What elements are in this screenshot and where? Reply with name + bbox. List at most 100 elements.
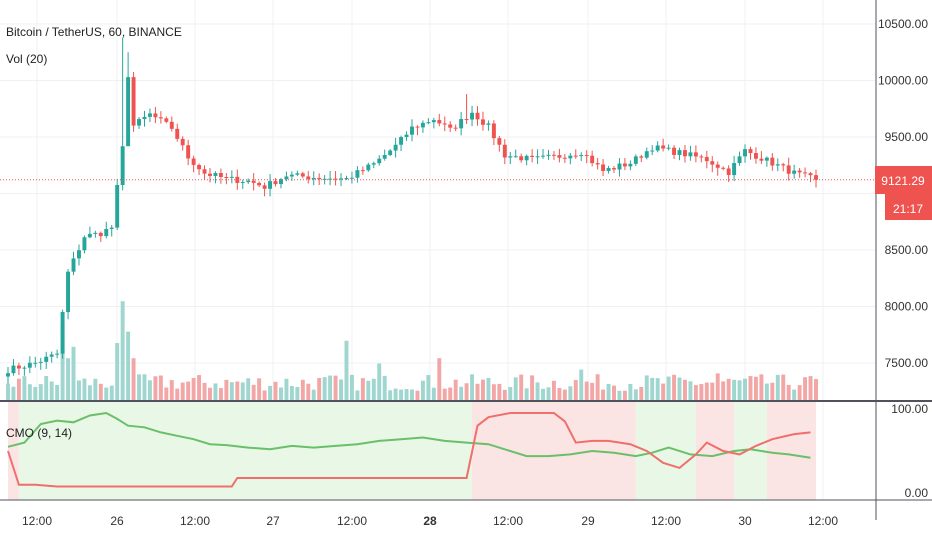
volume-bar-137 (753, 376, 758, 400)
candle-body-49 (273, 181, 278, 185)
cmo-zone-6 (766, 402, 816, 500)
candle-body-13 (77, 250, 81, 259)
volume-bar-2 (16, 378, 21, 400)
volume-bar-130 (715, 373, 720, 400)
price-tick-label-1: 8000.00 (885, 300, 929, 314)
candle-body-132 (726, 168, 731, 176)
time-tick-label-1: 26 (110, 514, 124, 528)
volume-bar-125 (688, 381, 693, 400)
volume-bar-120 (661, 383, 666, 400)
candle-body-105 (579, 155, 584, 157)
volume-bar-53 (295, 386, 300, 400)
volume-bar-62 (344, 340, 349, 400)
candle-body-37 (208, 173, 212, 176)
volume-bar-60 (333, 375, 338, 400)
volume-bar-67 (371, 378, 376, 400)
candle-body-122 (672, 147, 677, 155)
volume-bar-34 (191, 377, 196, 400)
candle-body-129 (710, 161, 715, 165)
candle-body-11 (66, 271, 71, 313)
volume-bar-108 (595, 374, 600, 400)
candle-body-33 (186, 145, 191, 159)
candle-body-7 (44, 356, 49, 362)
price-tick-label-2: 8500.00 (885, 243, 929, 257)
volume-bar-36 (202, 382, 207, 400)
candle-body-64 (355, 170, 360, 178)
volume-bar-44 (246, 378, 251, 400)
volume-bar-52 (289, 386, 294, 400)
candle-body-115 (633, 156, 638, 164)
volume-bar-118 (650, 377, 655, 400)
volume-bar-50 (279, 387, 283, 400)
candle-body-12 (71, 258, 76, 272)
candle-body-124 (683, 150, 687, 157)
candle-body-53 (295, 173, 300, 175)
candle-body-45 (251, 180, 256, 183)
volume-bar-37 (208, 387, 212, 400)
candle-body-102 (562, 157, 567, 159)
legend-cmo[interactable]: CMO (9, 14) (6, 426, 72, 440)
volume-bar-51 (284, 378, 289, 400)
candle-body-92 (508, 156, 513, 158)
countdown-badge-value: 21:17 (893, 202, 923, 216)
grid-lines (0, 0, 876, 500)
candle-body-54 (300, 173, 305, 177)
volume-bar-6 (38, 384, 43, 400)
volume-bar-78 (431, 387, 436, 400)
volume-bar-105 (579, 369, 584, 400)
price-badge-value: 9121.29 (881, 174, 925, 188)
volume-bar-1 (11, 386, 16, 400)
candle-body-142 (781, 164, 786, 166)
volume-bar-28 (158, 375, 163, 400)
volume-bar-18 (104, 387, 109, 400)
candle-body-55 (306, 176, 311, 180)
volume-bar-134 (737, 380, 742, 400)
volume-bar-110 (606, 383, 611, 400)
candle-body-145 (797, 170, 802, 173)
candle-body-5 (33, 362, 38, 364)
volume-bar-86 (475, 383, 480, 400)
candle-body-83 (459, 119, 464, 129)
candle-body-19 (109, 227, 114, 229)
volume-bar-85 (470, 374, 475, 400)
candle-body-113 (622, 163, 627, 167)
cmo-line-red (7, 412, 811, 488)
cmo-zone-0 (8, 402, 19, 500)
volume-bar-16 (93, 378, 98, 400)
candle-body-46 (257, 182, 262, 186)
volume-bar-138 (759, 374, 764, 400)
legend-volume[interactable]: Vol (20) (6, 52, 47, 66)
volume-bar-55 (306, 383, 311, 400)
volume-bar-47 (262, 390, 267, 400)
volume-bar-63 (349, 374, 354, 400)
candle-body-123 (677, 150, 682, 155)
candle-body-80 (442, 123, 447, 125)
candle-body-98 (541, 155, 545, 157)
candle-body-41 (229, 176, 234, 178)
volume-bar-143 (786, 384, 791, 400)
candle-body-143 (786, 165, 791, 174)
volume-bar-49 (273, 381, 278, 400)
candle-body-38 (213, 173, 218, 176)
volume-bar-129 (710, 382, 715, 400)
candle-body-69 (382, 154, 387, 159)
volume-bar-46 (257, 378, 262, 400)
volume-bar-83 (459, 386, 464, 400)
legend-symbol[interactable]: Bitcoin / TetherUS, 60, BINANCE (6, 25, 182, 39)
volume-bar-116 (639, 386, 644, 400)
volume-bar-26 (147, 380, 152, 400)
candle-body-110 (606, 168, 611, 171)
candle-body-88 (486, 123, 491, 125)
volume-bar-81 (448, 387, 453, 400)
candle-body-26 (147, 113, 152, 117)
volume-bar-11 (66, 358, 71, 400)
volume-bar-87 (481, 379, 485, 400)
volume-bar-98 (541, 388, 545, 400)
volume-bar-132 (726, 378, 731, 400)
volume-bar-3 (22, 376, 27, 400)
candle-body-85 (470, 112, 475, 120)
volume-bar-141 (775, 374, 780, 400)
volume-bars (6, 301, 818, 400)
volume-bar-19 (109, 385, 114, 400)
